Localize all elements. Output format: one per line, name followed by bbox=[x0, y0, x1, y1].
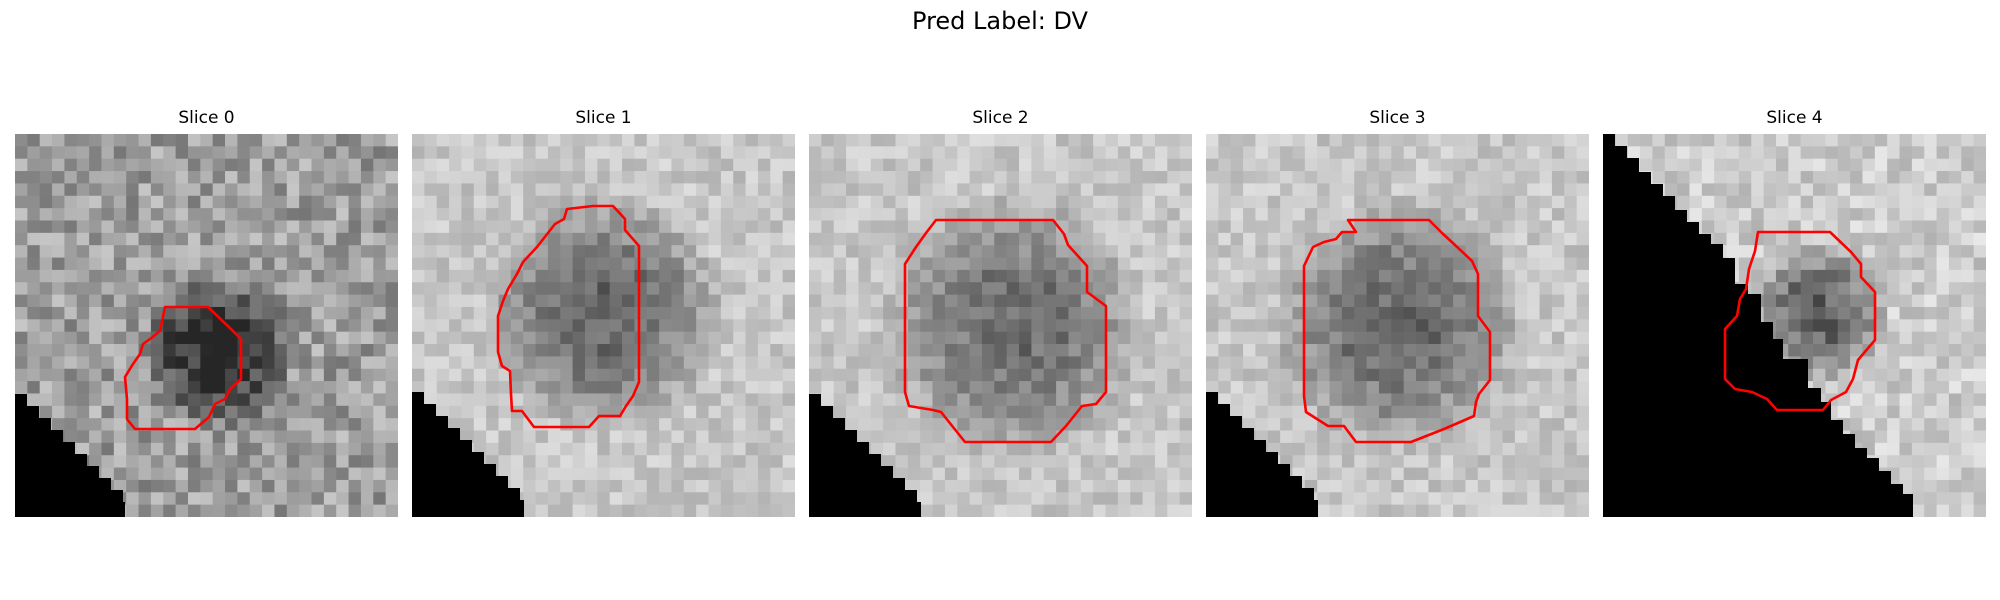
slice-image-4 bbox=[1603, 134, 1986, 517]
panel-title-slice-0: Slice 0 bbox=[178, 108, 235, 128]
slice-0-contour bbox=[123, 305, 243, 431]
panel-title-slice-2: Slice 2 bbox=[972, 108, 1029, 128]
slice-2-pixels bbox=[809, 134, 1192, 517]
slice-4-black-region bbox=[1603, 134, 1913, 517]
slice-3-black-corner bbox=[1206, 392, 1318, 517]
slice-2-black-corner bbox=[809, 394, 921, 517]
slice-2-contour bbox=[903, 218, 1108, 444]
slice-image-2 bbox=[809, 134, 1192, 517]
slice-image-3 bbox=[1206, 134, 1589, 517]
slice-3-contour bbox=[1302, 218, 1492, 444]
slice-4-contour bbox=[1723, 230, 1877, 412]
panel-title-slice-4: Slice 4 bbox=[1766, 108, 1823, 128]
slice-4-pixels bbox=[1603, 134, 1986, 517]
figure-title: Pred Label: DV bbox=[912, 7, 1088, 35]
slice-1-svg bbox=[412, 134, 795, 517]
panel-title-slice-3: Slice 3 bbox=[1369, 108, 1426, 128]
slice-3-svg bbox=[1206, 134, 1589, 517]
panel-title-slice-1: Slice 1 bbox=[575, 108, 632, 128]
slice-1-contour bbox=[496, 204, 641, 429]
slice-image-1 bbox=[412, 134, 795, 517]
slice-0-black-corner bbox=[15, 394, 125, 517]
slice-0-svg bbox=[15, 134, 398, 517]
slice-4-svg bbox=[1603, 134, 1986, 517]
slice-image-0 bbox=[15, 134, 398, 517]
slice-2-svg bbox=[809, 134, 1192, 517]
slice-1-black-corner bbox=[412, 392, 524, 517]
